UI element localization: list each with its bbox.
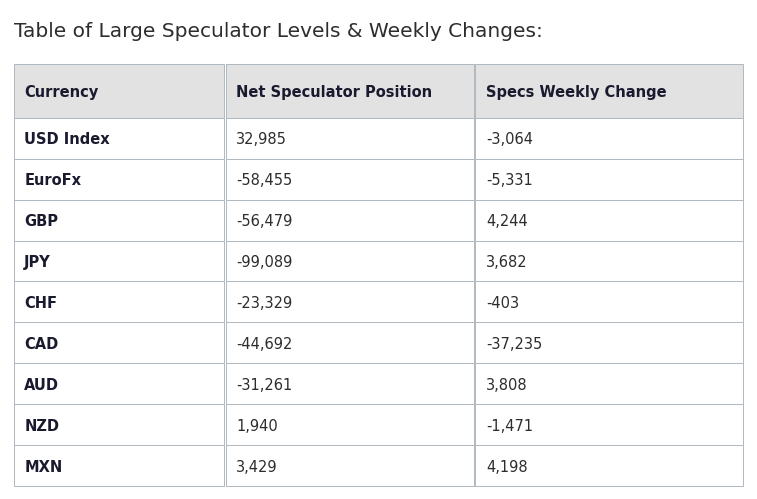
Bar — [226, 64, 474, 118]
Bar — [475, 118, 743, 159]
Text: -5,331: -5,331 — [486, 173, 533, 188]
Text: 3,429: 3,429 — [236, 460, 278, 475]
Bar — [14, 322, 224, 363]
Bar — [226, 118, 474, 159]
Text: 32,985: 32,985 — [236, 132, 287, 147]
Text: CHF: CHF — [24, 296, 58, 311]
Bar — [226, 445, 474, 486]
Text: -403: -403 — [486, 296, 519, 311]
Text: -37,235: -37,235 — [486, 337, 542, 352]
Bar — [14, 159, 224, 200]
Text: Net Speculator Position: Net Speculator Position — [236, 85, 432, 100]
Bar — [14, 445, 224, 486]
Bar — [14, 281, 224, 322]
Text: GBP: GBP — [24, 214, 58, 229]
Bar — [475, 322, 743, 363]
Bar — [226, 322, 474, 363]
Text: NZD: NZD — [24, 419, 59, 434]
Bar — [475, 281, 743, 322]
Text: CAD: CAD — [24, 337, 58, 352]
Text: USD Index: USD Index — [24, 132, 110, 147]
Text: AUD: AUD — [24, 378, 59, 393]
Bar — [226, 281, 474, 322]
Bar — [226, 241, 474, 281]
Bar — [475, 200, 743, 241]
Bar — [226, 363, 474, 404]
Text: -99,089: -99,089 — [236, 255, 292, 270]
Bar — [226, 159, 474, 200]
Text: -58,455: -58,455 — [236, 173, 292, 188]
Bar — [226, 200, 474, 241]
Text: JPY: JPY — [24, 255, 51, 270]
Bar — [475, 363, 743, 404]
Bar — [226, 404, 474, 445]
Bar — [14, 118, 224, 159]
Text: -31,261: -31,261 — [236, 378, 292, 393]
Bar — [475, 159, 743, 200]
Text: -56,479: -56,479 — [236, 214, 292, 229]
Bar — [475, 241, 743, 281]
Text: EuroFx: EuroFx — [24, 173, 81, 188]
Text: 3,682: 3,682 — [486, 255, 528, 270]
Text: -23,329: -23,329 — [236, 296, 292, 311]
Text: 4,198: 4,198 — [486, 460, 528, 475]
Bar — [14, 64, 224, 118]
Text: MXN: MXN — [24, 460, 63, 475]
Text: Specs Weekly Change: Specs Weekly Change — [486, 85, 667, 100]
Bar — [14, 404, 224, 445]
Bar — [14, 363, 224, 404]
Text: -1,471: -1,471 — [486, 419, 533, 434]
Bar — [14, 241, 224, 281]
Text: Currency: Currency — [24, 85, 98, 100]
Text: 1,940: 1,940 — [236, 419, 278, 434]
Text: 3,808: 3,808 — [486, 378, 528, 393]
Text: -3,064: -3,064 — [486, 132, 533, 147]
Bar — [475, 404, 743, 445]
Bar — [475, 64, 743, 118]
Text: 4,244: 4,244 — [486, 214, 528, 229]
Text: Table of Large Speculator Levels & Weekly Changes:: Table of Large Speculator Levels & Weekl… — [14, 22, 543, 41]
Bar — [475, 445, 743, 486]
Bar — [14, 200, 224, 241]
Text: -44,692: -44,692 — [236, 337, 292, 352]
